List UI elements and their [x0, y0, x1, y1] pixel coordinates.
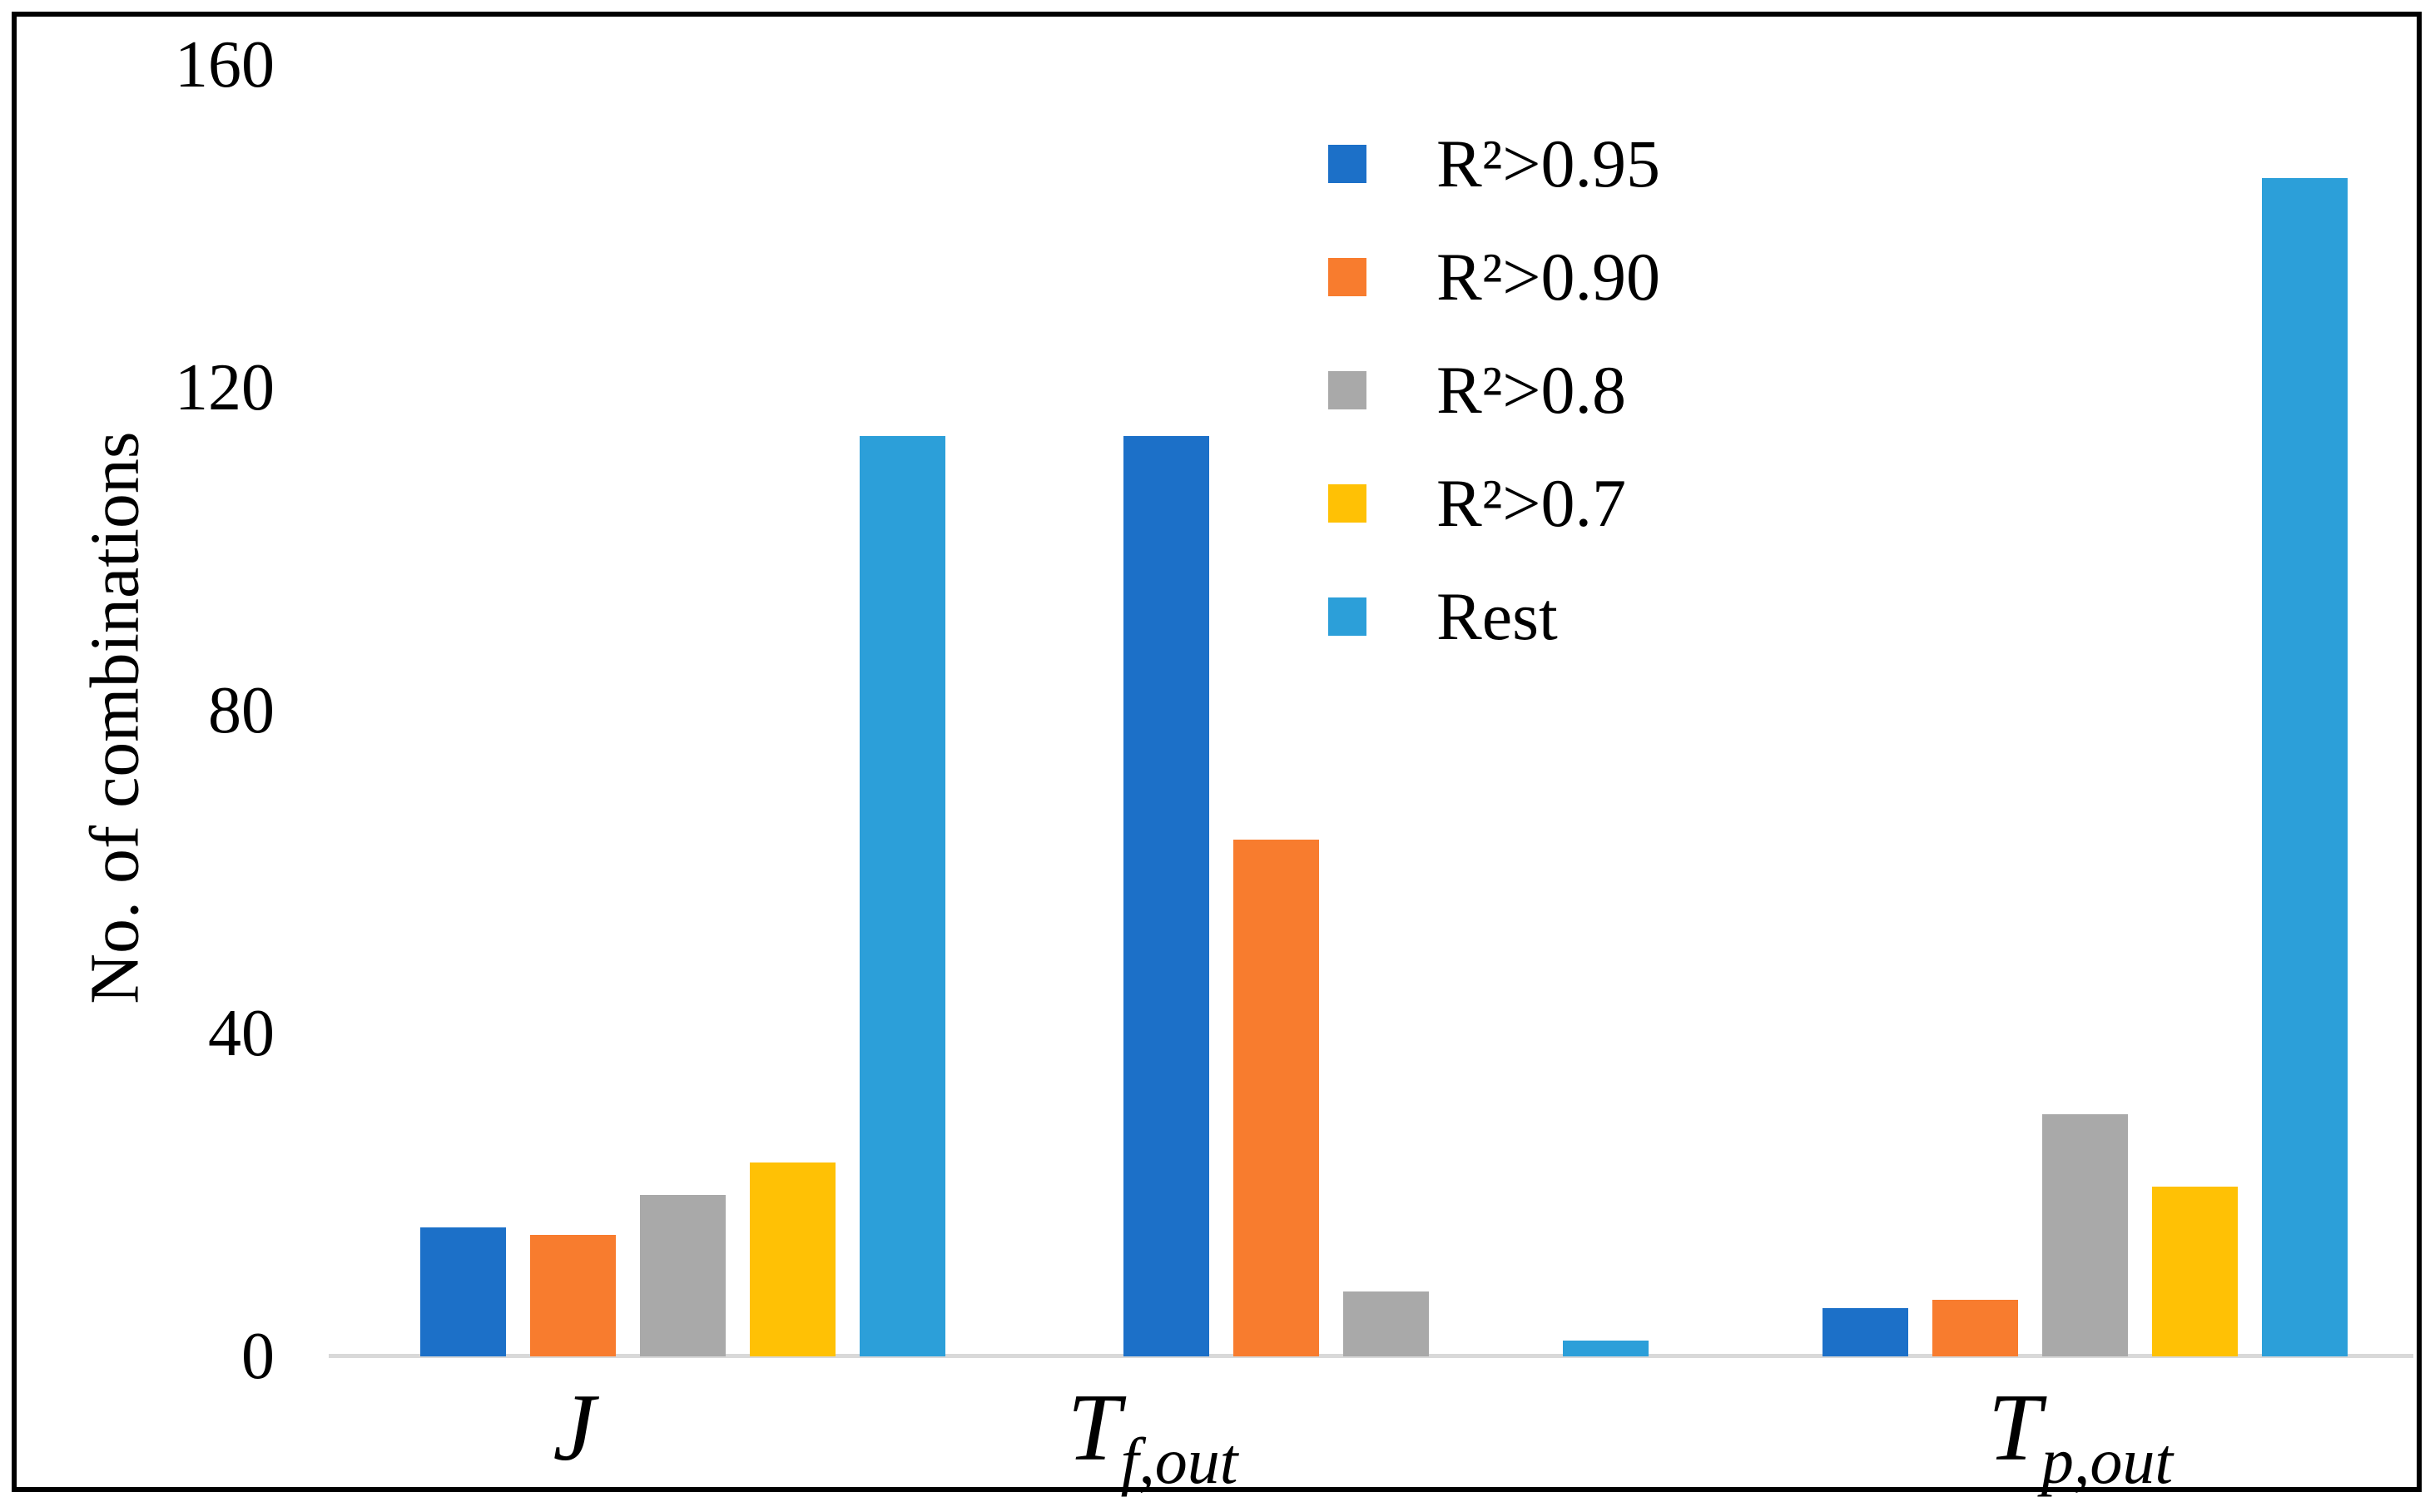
legend-swatch-r2-07 [1328, 484, 1366, 523]
y-tick-label-120: 120 [175, 351, 275, 424]
legend-label-rest: Rest [1436, 578, 1558, 654]
legend-label-r2-095: R²>0.95 [1436, 126, 1661, 201]
category-label-subscript: p,out [2041, 1425, 2174, 1497]
category-label-main: T [1987, 1375, 2041, 1480]
y-tick-label-0: 0 [241, 1320, 275, 1393]
legend-swatch-r2-095 [1328, 145, 1366, 183]
figure-border [12, 12, 2422, 1492]
legend-label-r2-07: R²>0.7 [1436, 465, 1627, 541]
y-tick-label-40: 40 [208, 997, 275, 1070]
legend-swatch-r2-090 [1328, 258, 1366, 296]
category-label-main: T [1067, 1375, 1121, 1480]
legend-swatch-r2-08 [1328, 371, 1366, 409]
legend-label-r2-090: R²>0.90 [1436, 239, 1661, 315]
legend-item-rest: Rest [1328, 560, 1660, 673]
y-tick-label-160: 160 [175, 28, 275, 102]
legend-label-r2-08: R²>0.8 [1436, 352, 1627, 428]
category-label-main: J [553, 1375, 596, 1480]
legend-item-r2-08: R²>0.8 [1328, 334, 1660, 447]
x-category-label-tp-out: Tp,out [1987, 1375, 2173, 1498]
legend-swatch-rest [1328, 597, 1366, 636]
x-axis-line [329, 1354, 2413, 1358]
legend-item-r2-07: R²>0.7 [1328, 447, 1660, 560]
legend: R²>0.95 R²>0.90 R²>0.8 R²>0.7 Rest [1328, 107, 1660, 673]
x-category-label-tf-out: Tf,out [1067, 1375, 1238, 1498]
y-axis-tick-labels: 0 40 80 120 160 [117, 0, 275, 1505]
x-category-label-j: J [553, 1377, 595, 1485]
category-label-subscript: f,out [1120, 1425, 1238, 1497]
legend-item-r2-095: R²>0.95 [1328, 107, 1660, 221]
y-tick-label-80: 80 [208, 674, 275, 747]
legend-item-r2-090: R²>0.90 [1328, 221, 1660, 334]
